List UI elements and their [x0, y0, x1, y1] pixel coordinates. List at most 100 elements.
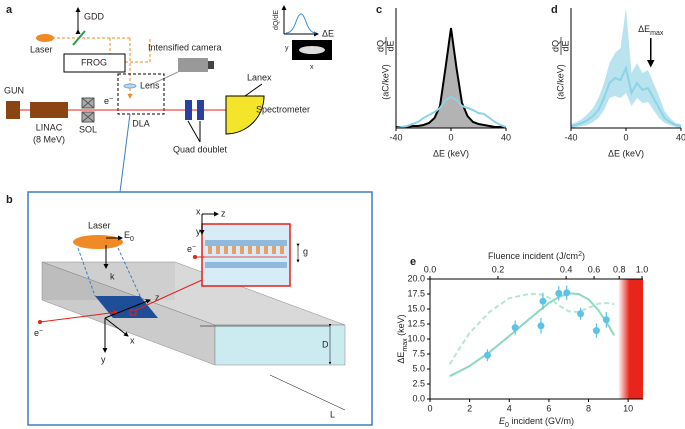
label: Intensified camera — [148, 42, 222, 52]
y-tick-label: 15.0 — [407, 303, 425, 313]
grating-top — [205, 240, 287, 246]
y-tick-label: 2.5 — [412, 378, 425, 388]
linac — [30, 102, 68, 118]
label: Quad doublet — [173, 144, 228, 154]
x2-label-sup: 2 — [578, 251, 582, 258]
point — [511, 324, 519, 332]
x2-tick-label: 0.0 — [424, 264, 437, 274]
point — [563, 289, 571, 297]
x-tick-label: 2 — [467, 403, 472, 413]
mirror — [72, 30, 86, 46]
panel-b: b Laser E0 k e− z x y D L e− x z y g — [6, 191, 373, 426]
x2-label-text: Fluence incident (J/cm — [488, 251, 578, 261]
inset-curve — [285, 13, 317, 34]
lanex-line — [244, 83, 263, 97]
pillars — [208, 246, 284, 254]
label: Laser — [30, 44, 53, 54]
x-tick-label: -40 — [564, 132, 577, 142]
x-label: ΔE (keV) — [433, 148, 469, 158]
label: y — [196, 226, 201, 236]
x-tick-label: 0 — [448, 132, 453, 142]
x-tick-label: 4 — [507, 403, 512, 413]
zoom-line — [135, 279, 203, 311]
x-label: ΔE (keV) — [608, 148, 644, 158]
slab-end — [214, 324, 346, 366]
x-tick-label: 40 — [501, 132, 511, 142]
label: − — [192, 244, 196, 251]
label: g — [303, 246, 308, 256]
x2-tick-label: 0.8 — [613, 264, 626, 274]
quad — [185, 100, 192, 120]
panel-label: b — [6, 194, 13, 206]
grating — [205, 240, 287, 268]
line — [571, 64, 681, 127]
x-label-rest: incident (GV/m) — [509, 416, 574, 426]
x-tick-label: 10 — [623, 403, 633, 413]
point — [539, 297, 547, 305]
label: L — [330, 409, 335, 419]
label: GUN — [4, 85, 24, 95]
x-tick-label: 6 — [546, 403, 551, 413]
x-label-text: E — [499, 416, 506, 426]
point — [577, 310, 585, 318]
line — [396, 27, 506, 128]
panel-label: e — [410, 256, 416, 268]
lens — [123, 83, 137, 89]
y-label: dQ dE (aC/keV) — [375, 37, 395, 100]
electron-path — [39, 310, 119, 323]
laser-source — [36, 34, 54, 42]
label: k — [110, 271, 115, 281]
label: Lens — [140, 80, 160, 90]
point — [555, 289, 563, 297]
dla-box — [117, 73, 165, 115]
laser-pulse — [73, 235, 123, 249]
line — [448, 293, 615, 365]
panel-label: a — [6, 4, 13, 16]
x2-label: Fluence incident (J/cm2) — [488, 251, 585, 262]
panel-a: a GDD Laser FROG Intensified camera dQ/d… — [4, 4, 334, 193]
label: e — [104, 96, 109, 106]
x-tick-label: 8 — [586, 403, 591, 413]
axis-z — [104, 299, 151, 319]
label: − — [39, 328, 43, 335]
camera-lens — [208, 61, 214, 69]
y-label-num: dQ — [550, 40, 560, 52]
zoom-line — [119, 113, 131, 193]
label: y — [285, 45, 289, 52]
shade — [618, 279, 643, 399]
inset-electron — [193, 255, 197, 259]
y-label-num: dQ — [375, 40, 385, 52]
x2-tick-label: 0.6 — [588, 264, 601, 274]
label: x — [310, 64, 314, 71]
label: y — [101, 354, 106, 364]
label: e — [34, 328, 39, 338]
label: E — [124, 230, 130, 240]
label: LINAC — [36, 122, 63, 132]
label: x — [196, 206, 201, 216]
label: ΔE — [322, 28, 334, 38]
label: z — [221, 208, 226, 218]
label: e− — [34, 328, 43, 339]
label: − — [109, 96, 113, 103]
annotation: ΔEmax — [638, 24, 664, 36]
x-label: E0 incident (GV/m) — [499, 416, 574, 428]
spectrometer — [225, 95, 265, 135]
y-label-den: dE — [385, 40, 395, 51]
line — [449, 292, 616, 378]
label: 0 — [130, 236, 134, 243]
panel-label: d — [551, 4, 558, 16]
gun — [6, 101, 20, 119]
annotation-text: ΔE — [638, 24, 650, 34]
y-tick-label: 7.5 — [412, 348, 425, 358]
label: D — [322, 339, 329, 349]
label: FROG — [81, 57, 107, 67]
y-tick-label: 10.0 — [407, 333, 425, 343]
x2-tick-label: 1.0 — [636, 264, 649, 274]
label: SOL — [79, 124, 97, 134]
y-label-text: ΔE — [396, 352, 406, 364]
electron — [38, 320, 42, 324]
x-tick-label: -40 — [389, 132, 402, 142]
label: e — [187, 244, 192, 254]
zoom-spot — [129, 309, 137, 316]
